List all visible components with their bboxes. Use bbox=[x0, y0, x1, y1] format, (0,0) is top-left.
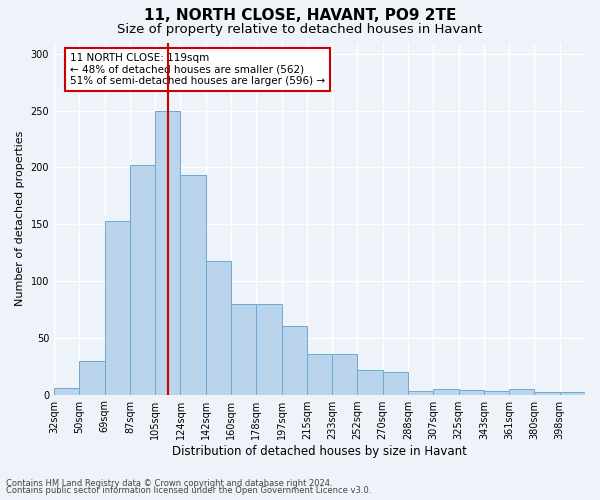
Bar bbox=[560, 392, 585, 394]
Bar bbox=[206, 260, 231, 394]
Bar bbox=[383, 372, 408, 394]
Bar bbox=[130, 165, 155, 394]
Bar bbox=[155, 110, 181, 395]
Bar bbox=[535, 392, 560, 394]
Bar bbox=[104, 221, 130, 394]
Bar bbox=[484, 391, 509, 394]
Bar bbox=[509, 389, 535, 394]
Bar bbox=[231, 304, 256, 394]
Bar bbox=[408, 391, 433, 394]
Text: Size of property relative to detached houses in Havant: Size of property relative to detached ho… bbox=[118, 22, 482, 36]
Text: Contains HM Land Registry data © Crown copyright and database right 2024.: Contains HM Land Registry data © Crown c… bbox=[6, 478, 332, 488]
Bar bbox=[281, 326, 307, 394]
Bar bbox=[358, 370, 383, 394]
Y-axis label: Number of detached properties: Number of detached properties bbox=[15, 131, 25, 306]
Bar bbox=[332, 354, 358, 395]
X-axis label: Distribution of detached houses by size in Havant: Distribution of detached houses by size … bbox=[172, 444, 467, 458]
Bar bbox=[79, 360, 104, 394]
Bar bbox=[181, 176, 206, 394]
Bar bbox=[458, 390, 484, 394]
Bar bbox=[256, 304, 281, 394]
Bar bbox=[54, 388, 79, 394]
Bar bbox=[307, 354, 332, 395]
Text: Contains public sector information licensed under the Open Government Licence v3: Contains public sector information licen… bbox=[6, 486, 371, 495]
Text: 11 NORTH CLOSE: 119sqm
← 48% of detached houses are smaller (562)
51% of semi-de: 11 NORTH CLOSE: 119sqm ← 48% of detached… bbox=[70, 53, 325, 86]
Bar bbox=[433, 389, 458, 394]
Text: 11, NORTH CLOSE, HAVANT, PO9 2TE: 11, NORTH CLOSE, HAVANT, PO9 2TE bbox=[144, 8, 456, 22]
